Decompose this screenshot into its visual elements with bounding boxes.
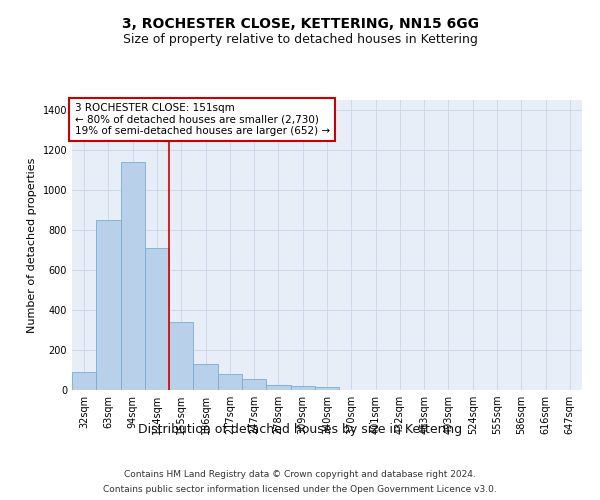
Text: Size of property relative to detached houses in Kettering: Size of property relative to detached ho…	[122, 32, 478, 46]
Y-axis label: Number of detached properties: Number of detached properties	[27, 158, 37, 332]
Bar	[193, 364, 218, 390]
Bar	[242, 379, 266, 390]
Bar	[266, 385, 290, 390]
Bar	[315, 387, 339, 390]
Text: Distribution of detached houses by size in Kettering: Distribution of detached houses by size …	[138, 422, 462, 436]
Text: Contains public sector information licensed under the Open Government Licence v3: Contains public sector information licen…	[103, 485, 497, 494]
Bar	[169, 322, 193, 390]
Bar	[145, 248, 169, 390]
Bar	[121, 162, 145, 390]
Bar	[218, 374, 242, 390]
Text: 3 ROCHESTER CLOSE: 151sqm
← 80% of detached houses are smaller (2,730)
19% of se: 3 ROCHESTER CLOSE: 151sqm ← 80% of detac…	[74, 103, 329, 136]
Bar	[290, 386, 315, 390]
Text: 3, ROCHESTER CLOSE, KETTERING, NN15 6GG: 3, ROCHESTER CLOSE, KETTERING, NN15 6GG	[121, 18, 479, 32]
Bar	[72, 372, 96, 390]
Text: Contains HM Land Registry data © Crown copyright and database right 2024.: Contains HM Land Registry data © Crown c…	[124, 470, 476, 479]
Bar	[96, 220, 121, 390]
